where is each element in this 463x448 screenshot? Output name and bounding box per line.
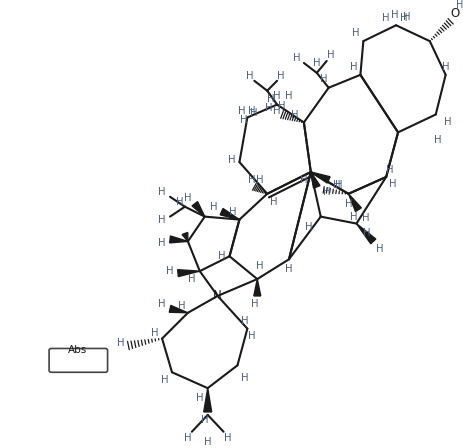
Polygon shape [253,279,260,296]
Text: H: H [255,175,263,185]
Text: H: H [351,28,358,38]
Text: H: H [247,175,255,185]
Text: O: O [449,7,458,20]
Text: H: H [332,180,340,190]
Text: H: H [117,337,124,348]
Text: H: H [390,10,398,20]
Polygon shape [182,233,188,241]
Text: H: H [334,180,342,190]
Text: H: H [313,58,320,68]
Text: H: H [158,299,165,309]
Text: H: H [184,433,191,443]
Text: H: H [195,393,203,403]
Text: H: H [285,264,292,274]
Polygon shape [169,236,188,243]
Text: H: H [443,117,450,127]
Text: H: H [285,90,292,101]
Text: H: H [161,375,169,385]
Text: H: H [455,0,462,10]
Text: H: H [237,106,244,116]
Text: H: H [178,301,185,311]
Text: H: H [158,187,165,197]
Text: H: H [184,193,191,203]
Text: H: H [247,106,255,116]
Text: H: H [239,116,247,125]
Polygon shape [310,172,329,183]
Text: H: H [305,221,312,232]
Polygon shape [169,306,188,313]
Text: H: H [300,175,307,185]
Polygon shape [192,202,204,217]
Text: H: H [200,415,208,425]
Polygon shape [203,388,211,412]
Text: H: H [166,266,174,276]
Text: H: H [273,90,280,101]
Text: H: H [277,71,284,81]
Text: H: H [188,274,195,284]
Text: H: H [375,244,383,254]
Polygon shape [356,224,375,244]
Text: H: H [240,316,248,326]
Text: H: H [362,228,369,238]
Text: H: H [386,165,393,175]
FancyBboxPatch shape [49,349,107,372]
Text: H: H [441,62,449,72]
Text: H: H [291,111,298,121]
Text: H: H [158,238,165,248]
Polygon shape [220,208,239,220]
Text: H: H [388,179,396,189]
Text: H: H [293,53,300,63]
Text: Abs: Abs [68,345,87,355]
Text: H: H [278,101,285,111]
Text: H: H [176,197,183,207]
Text: N: N [213,289,221,302]
Text: H: H [158,215,165,224]
Text: H: H [228,207,236,217]
Polygon shape [348,194,361,211]
Text: H: H [361,213,368,223]
Text: H: H [247,331,255,340]
Text: H: H [223,433,231,443]
Text: H: H [250,299,257,309]
Text: H: H [204,437,211,447]
Polygon shape [177,270,200,276]
Text: H: H [245,71,252,81]
Text: H: H [402,13,410,22]
Text: H: H [249,108,257,117]
Text: H: H [255,261,263,271]
Text: H: H [433,135,440,145]
Text: H: H [400,13,407,23]
Text: H: H [265,103,272,112]
Text: H: H [382,13,389,23]
Text: H: H [270,197,277,207]
Text: H: H [319,74,327,84]
Text: H: H [227,155,235,165]
Text: H: H [344,199,351,209]
Text: H: H [240,373,248,383]
Text: H: H [349,62,357,72]
Text: H: H [273,106,280,116]
Polygon shape [310,172,319,188]
Text: H: H [151,327,158,338]
Text: H: H [209,202,217,212]
Text: H: H [267,94,274,103]
Text: H: H [217,251,225,261]
Text: H: H [322,187,330,197]
Text: H: H [349,211,357,222]
Text: H: H [326,50,334,60]
